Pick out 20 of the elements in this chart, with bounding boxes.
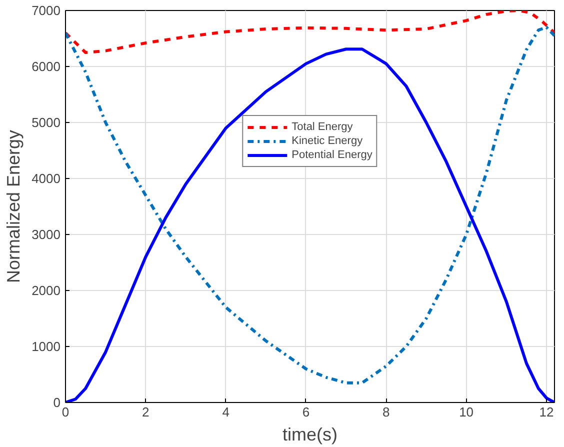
- legend-label: Kinetic Energy: [292, 134, 363, 148]
- y-tick-label: 2000: [32, 283, 60, 298]
- x-axis-title: time(s): [282, 424, 338, 444]
- x-tick-label: 2: [142, 404, 150, 420]
- y-tick-label: 0: [53, 395, 61, 410]
- y-tick-label: 5000: [32, 115, 60, 130]
- y-tick-label: 6000: [32, 59, 60, 74]
- x-tick-label: 10: [459, 404, 474, 420]
- y-tick-label: 7000: [32, 3, 60, 18]
- x-tick-label: 4: [222, 404, 230, 420]
- x-tick-label: 12: [539, 404, 554, 420]
- y-tick-label: 3000: [32, 227, 60, 242]
- x-tick-label: 6: [302, 404, 310, 420]
- x-tick-label: 8: [382, 404, 390, 420]
- y-tick-label: 4000: [32, 171, 60, 186]
- legend-label: Potential Energy: [292, 148, 372, 162]
- legend-label: Total Energy: [292, 120, 353, 134]
- y-axis-title: Normalized Energy: [4, 130, 24, 284]
- line-series: [66, 10, 554, 54]
- y-tick-label: 1000: [32, 339, 60, 354]
